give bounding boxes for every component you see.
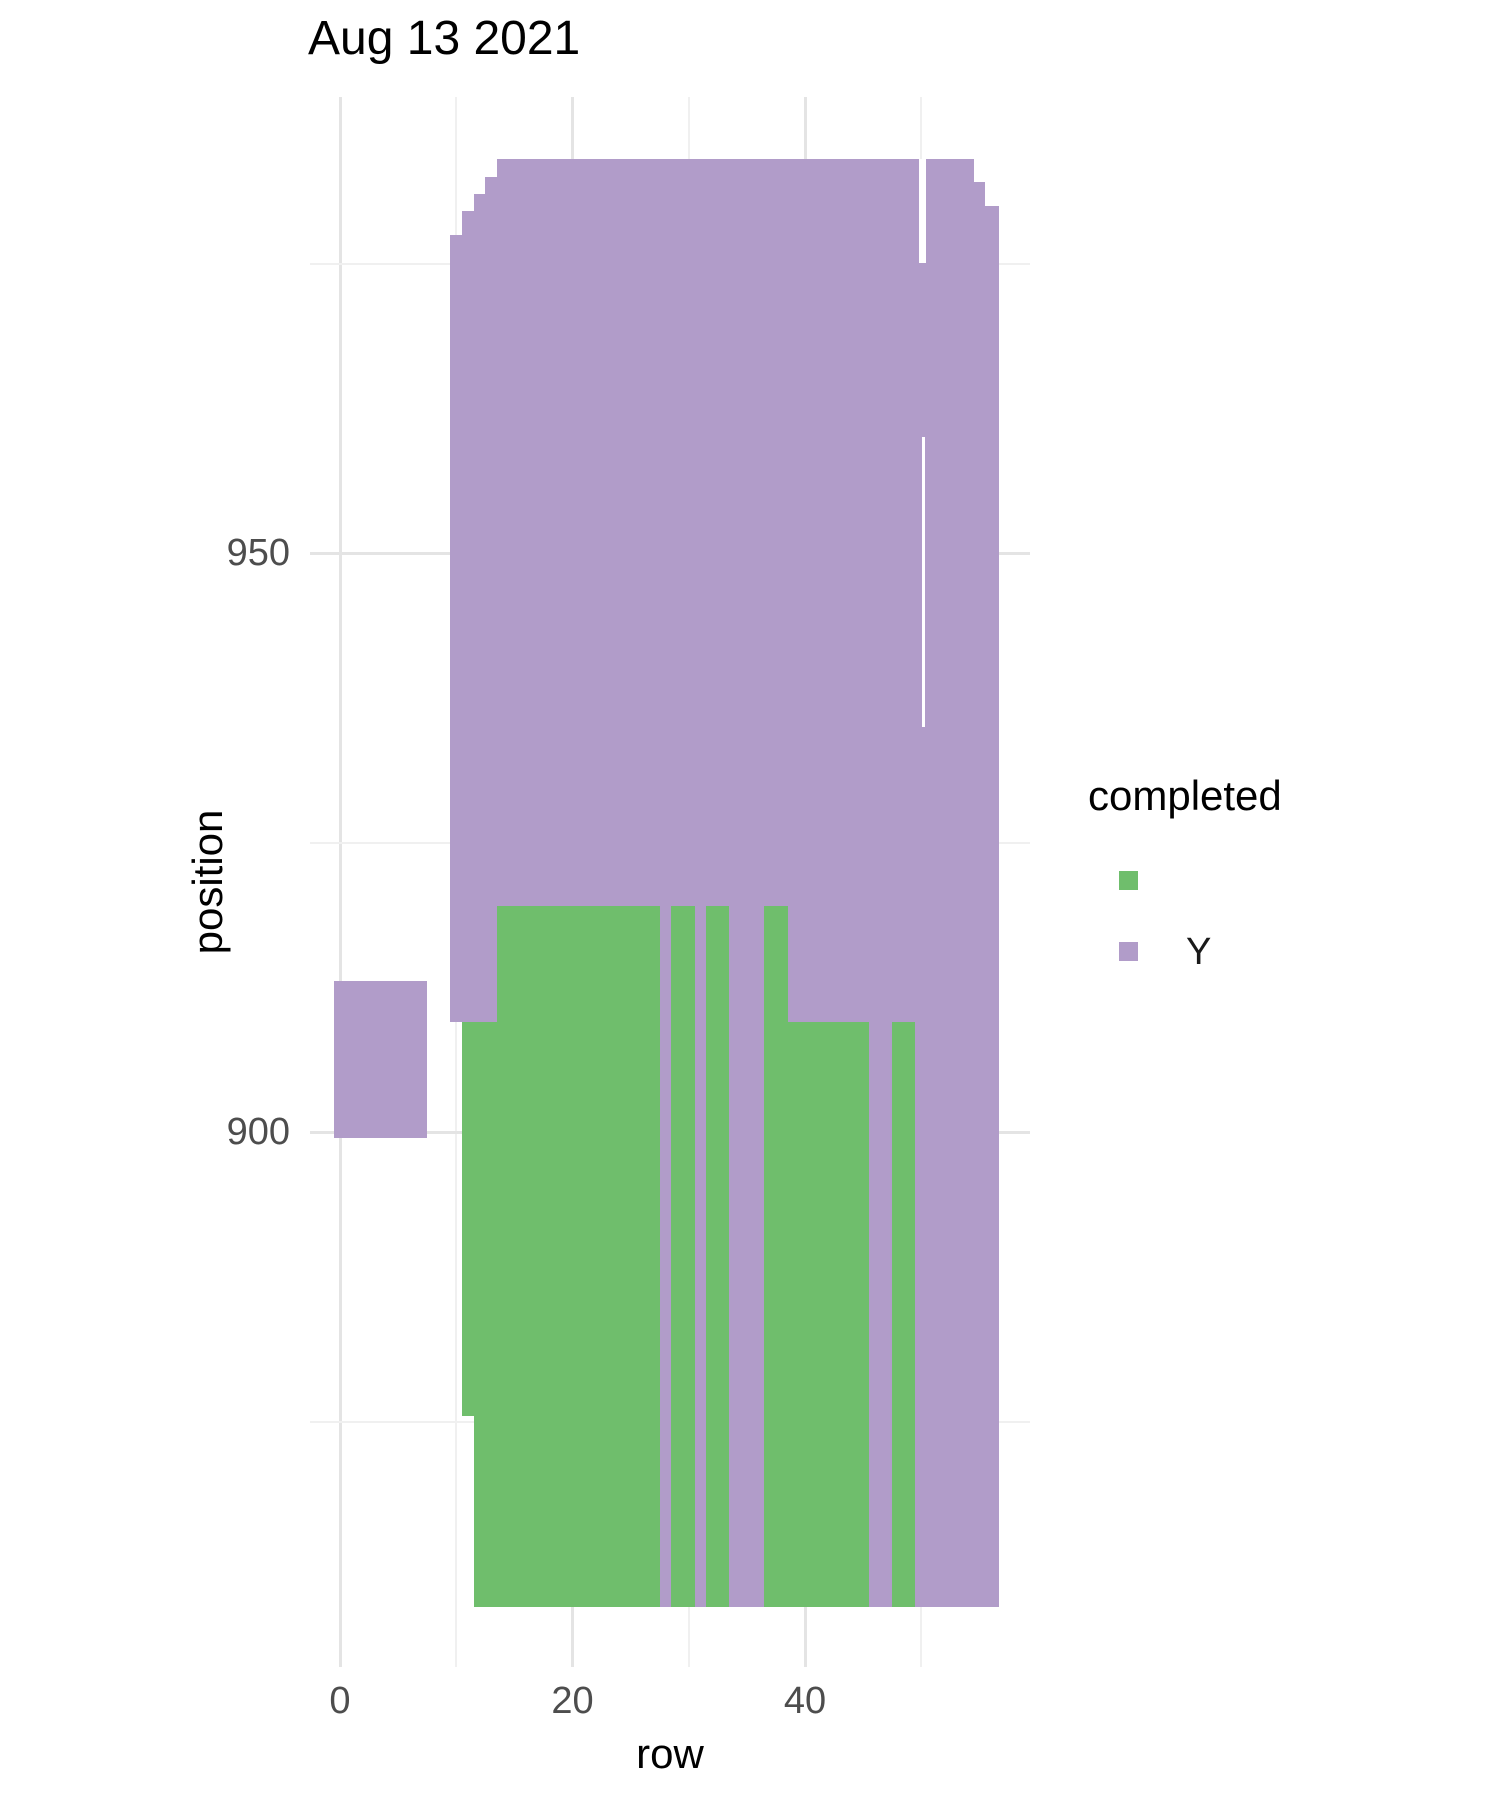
y-axis-title: position [184,809,231,955]
y-tick-label: 900 [226,1111,290,1153]
gridline-x-major [338,97,342,1667]
chart-title: Aug 13 2021 [308,12,581,65]
y-tick-label: 950 [226,532,290,574]
x-tick-label: 20 [551,1680,594,1722]
tile-region-gap [918,159,926,264]
tile-region-notcompleted [787,1021,869,1607]
legend-key-completed [1119,942,1138,961]
tile-region-notcompleted [671,906,695,1607]
tile-region-completed [985,205,1000,1607]
tile-region-notcompleted [764,906,788,1607]
tile-region-completed [462,211,474,1416]
tile-region-completed [973,182,986,1607]
tile-region-gap [921,437,925,727]
tile-region-notcompleted [892,1021,916,1607]
x-tick-label: 0 [329,1680,351,1722]
legend-title: completed [1088,772,1282,819]
tile-region-completed [450,234,463,1022]
legend-key-notcompleted [1119,871,1138,890]
tile-region-completed [473,194,486,1607]
tile-region-completed [334,981,428,1138]
tile-region-completed [485,176,497,1607]
tile-region-notcompleted [473,1021,497,1607]
tile-region-notcompleted [462,1021,474,1416]
tile-region-notcompleted [496,906,660,1607]
tile-region-notcompleted [706,906,730,1607]
legend-key-label: Y [1186,931,1212,973]
x-axis-title: row [636,1730,704,1777]
x-tick-label: 40 [783,1680,827,1722]
